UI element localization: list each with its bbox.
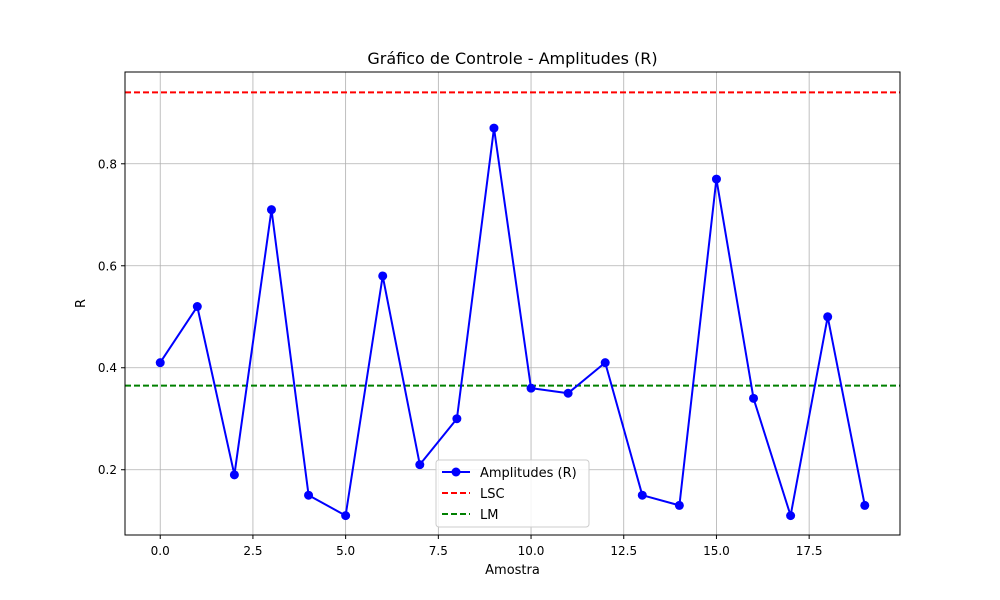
- data-point: [192, 302, 202, 312]
- data-point: [711, 174, 721, 184]
- data-point: [600, 358, 610, 368]
- data-point: [823, 312, 833, 322]
- series-line-amplitudes: [159, 127, 866, 517]
- y-axis-ticks: 0.2 0.4 0.6 0.8: [98, 157, 125, 477]
- y-axis-label: R: [74, 299, 89, 308]
- data-point: [786, 511, 796, 521]
- plot-frame: [124, 71, 901, 536]
- x-tick-label: 5.0: [336, 544, 355, 558]
- data-point: [266, 205, 276, 215]
- x-axis-label: Amostra: [485, 563, 540, 578]
- y-tick-label: 0.2: [98, 463, 117, 477]
- legend: Amplitudes (R) LSC LM: [435, 459, 590, 528]
- data-point: [378, 271, 388, 281]
- legend-marker-amplitudes: [451, 467, 461, 477]
- chart-title: Gráfico de Controle - Amplitudes (R): [367, 49, 657, 68]
- reference-lines: [125, 91, 900, 387]
- legend-box: [435, 459, 590, 528]
- data-point: [304, 490, 314, 500]
- data-point: [674, 500, 684, 510]
- legend-label-lm: LM: [480, 508, 498, 523]
- series-amplitudes: [155, 123, 870, 521]
- y-tick-label: 0.8: [98, 157, 117, 171]
- x-tick-label: 2.5: [243, 544, 262, 558]
- legend-label-lsc: LSC: [480, 487, 505, 502]
- data-point: [155, 358, 165, 368]
- data-point: [341, 511, 351, 521]
- grid: [125, 72, 900, 535]
- x-tick-label: 0.0: [151, 544, 170, 558]
- x-tick-label: 12.5: [610, 544, 637, 558]
- y-tick-label: 0.6: [98, 259, 117, 273]
- data-point: [637, 490, 647, 500]
- data-point: [415, 460, 425, 470]
- data-point: [563, 388, 573, 398]
- x-tick-label: 10.0: [518, 544, 545, 558]
- data-point: [526, 383, 536, 393]
- x-tick-label: 15.0: [703, 544, 730, 558]
- x-axis-ticks: 0.0 2.5 5.0 7.5 10.0 12.5 15.0 17.5: [151, 535, 823, 558]
- legend-label-amplitudes: Amplitudes (R): [480, 466, 577, 481]
- data-point: [452, 414, 462, 424]
- data-point: [749, 393, 759, 403]
- data-point: [860, 500, 870, 510]
- data-point: [229, 470, 239, 480]
- data-point: [489, 123, 499, 133]
- x-tick-label: 17.5: [796, 544, 823, 558]
- x-tick-label: 7.5: [429, 544, 448, 558]
- y-tick-label: 0.4: [98, 361, 117, 375]
